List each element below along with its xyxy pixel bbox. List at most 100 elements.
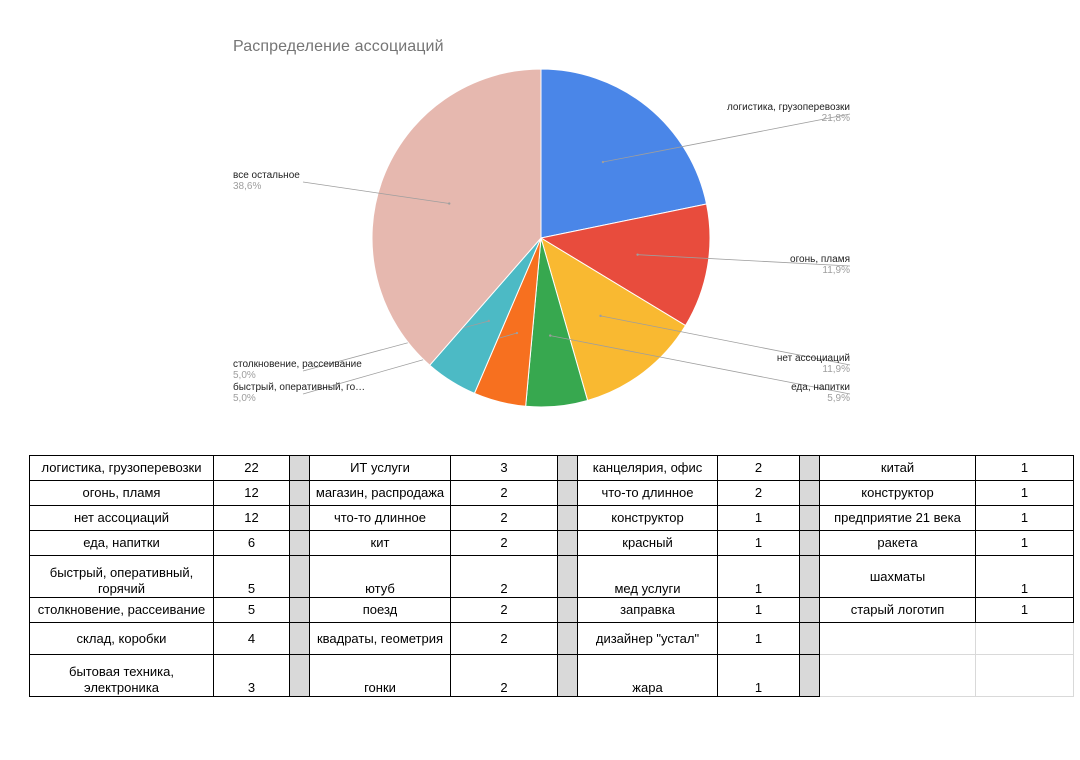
table-row: огонь, пламя 12 магазин, распродажа 2 что-то… bbox=[29, 480, 1074, 506]
leader-line bbox=[637, 254, 851, 267]
table-cell-count bbox=[975, 622, 1074, 655]
table-cell-label: конструктор bbox=[577, 505, 718, 531]
slice-label: нет ассоциаций bbox=[777, 353, 850, 364]
pie-slice bbox=[540, 68, 708, 239]
table-cell-count: 3 bbox=[213, 654, 290, 697]
table-cell-count: 1 bbox=[975, 530, 1074, 556]
slice-percent: 11,9% bbox=[822, 364, 850, 375]
leader-line bbox=[602, 113, 851, 163]
leader-dot bbox=[515, 331, 519, 335]
slice-percent: 38,6% bbox=[233, 181, 261, 192]
pie-chart: Распределение ассоциаций логистика, груз… bbox=[233, 38, 851, 408]
pie-slice bbox=[539, 203, 711, 327]
leader-line bbox=[600, 315, 851, 366]
column-separator bbox=[557, 555, 578, 598]
column-separator bbox=[799, 455, 820, 481]
column-separator bbox=[557, 455, 578, 481]
table-row: столкновение, рассеивание 5 поезд 2 заправка… bbox=[29, 597, 1074, 623]
table-cell-count: 1 bbox=[975, 480, 1074, 506]
table-cell-count: 2 bbox=[450, 480, 558, 506]
table-cell-label: ИТ услуги bbox=[309, 455, 451, 481]
table-cell-count: 3 bbox=[450, 455, 558, 481]
column-separator bbox=[799, 597, 820, 623]
table-cell-count: 2 bbox=[450, 622, 558, 655]
table-cell-label: жара bbox=[577, 654, 718, 697]
leader-dot bbox=[599, 314, 602, 318]
slice-label: быстрый, оперативный, го… bbox=[233, 381, 365, 393]
table-row: бытовая техника, электроника 3 гонки 2 жара 1 bbox=[29, 654, 1074, 697]
slice-label: огонь, пламя bbox=[790, 254, 850, 265]
table-cell-count: 2 bbox=[717, 480, 800, 506]
table-cell-label: нет ассоциаций bbox=[29, 505, 214, 531]
column-separator bbox=[799, 530, 820, 556]
table-cell-label: предприятие 21 века bbox=[819, 505, 976, 531]
table-cell-label: китай bbox=[819, 455, 976, 481]
leader-line bbox=[550, 335, 851, 395]
column-separator bbox=[799, 654, 820, 697]
slice-percent: 5,0% bbox=[233, 393, 256, 404]
table-cell-count: 1 bbox=[717, 654, 800, 697]
table-cell-count: 2 bbox=[717, 455, 800, 481]
slice-percent: 5,9% bbox=[827, 393, 850, 404]
table-cell-label: бытовая техника, электроника bbox=[29, 654, 214, 697]
table-cell-label: что-то длинное bbox=[309, 505, 451, 531]
table-cell-count: 1 bbox=[975, 505, 1074, 531]
slice-percent: 21,8% bbox=[822, 113, 850, 124]
leader-dot bbox=[487, 319, 490, 323]
table-cell-label: канцелярия, офис bbox=[577, 455, 718, 481]
associations-table: логистика, грузоперевозки 22 ИТ услуги 3 кан… bbox=[29, 455, 1074, 697]
leader-dot bbox=[636, 253, 639, 256]
column-separator bbox=[289, 622, 310, 655]
column-separator bbox=[289, 480, 310, 506]
table-cell-count: 22 bbox=[213, 455, 290, 481]
column-separator bbox=[557, 480, 578, 506]
table-cell-count: 1 bbox=[717, 597, 800, 623]
table-row: склад, коробки 4 квадраты, геометрия 2 дизай… bbox=[29, 622, 1074, 655]
table-cell-label bbox=[819, 622, 976, 655]
table-cell-count: 5 bbox=[213, 597, 290, 623]
table-cell-count: 5 bbox=[213, 555, 290, 598]
table-cell-label: кит bbox=[309, 530, 451, 556]
table-row: нет ассоциаций 12 что-то длинное 2 конструкт… bbox=[29, 505, 1074, 531]
column-separator bbox=[289, 555, 310, 598]
table-cell-label: ютуб bbox=[309, 555, 451, 598]
column-separator bbox=[289, 455, 310, 481]
slice-label: столкновение, рассеивание bbox=[233, 359, 362, 370]
column-separator bbox=[289, 654, 310, 697]
table-cell-count: 2 bbox=[450, 555, 558, 598]
table-cell-label: заправка bbox=[577, 597, 718, 623]
table-cell-count: 1 bbox=[975, 455, 1074, 481]
column-separator bbox=[557, 622, 578, 655]
table-cell-count bbox=[975, 654, 1074, 697]
table-cell-label: дизайнер "устал" bbox=[577, 622, 718, 655]
table-cell-count: 2 bbox=[450, 654, 558, 697]
table-cell-label bbox=[819, 654, 976, 697]
table-cell-count: 1 bbox=[717, 555, 800, 598]
leader-line bbox=[302, 181, 450, 204]
table-row: еда, напитки 6 кит 2 красный 1 ракета 1 bbox=[29, 530, 1074, 556]
table-cell-label: квадраты, геометрия bbox=[309, 622, 451, 655]
leader-dot bbox=[601, 160, 605, 164]
table-cell-label: магазин, распродажа bbox=[309, 480, 451, 506]
leader-dot bbox=[448, 202, 451, 205]
slice-label: еда, напитки bbox=[791, 382, 850, 393]
table-cell-label: склад, коробки bbox=[29, 622, 214, 655]
table-cell-label: ракета bbox=[819, 530, 976, 556]
table-cell-count: 1 bbox=[717, 505, 800, 531]
table-cell-count: 1 bbox=[717, 622, 800, 655]
column-separator bbox=[799, 505, 820, 531]
table-cell-count: 1 bbox=[975, 597, 1074, 623]
column-separator bbox=[799, 622, 820, 655]
table-cell-label: огонь, пламя bbox=[29, 480, 214, 506]
column-separator bbox=[799, 555, 820, 598]
table-cell-label: логистика, грузоперевозки bbox=[29, 455, 214, 481]
column-separator bbox=[557, 505, 578, 531]
slice-label: все остальное bbox=[233, 170, 300, 181]
table-cell-label: конструктор bbox=[819, 480, 976, 506]
table-row: быстрый, оперативный, горячий 5 ютуб 2 мед у… bbox=[29, 555, 1074, 598]
table-cell-label: столкновение, рассеивание bbox=[29, 597, 214, 623]
leader-dot bbox=[549, 334, 552, 337]
table-cell-count: 12 bbox=[213, 480, 290, 506]
